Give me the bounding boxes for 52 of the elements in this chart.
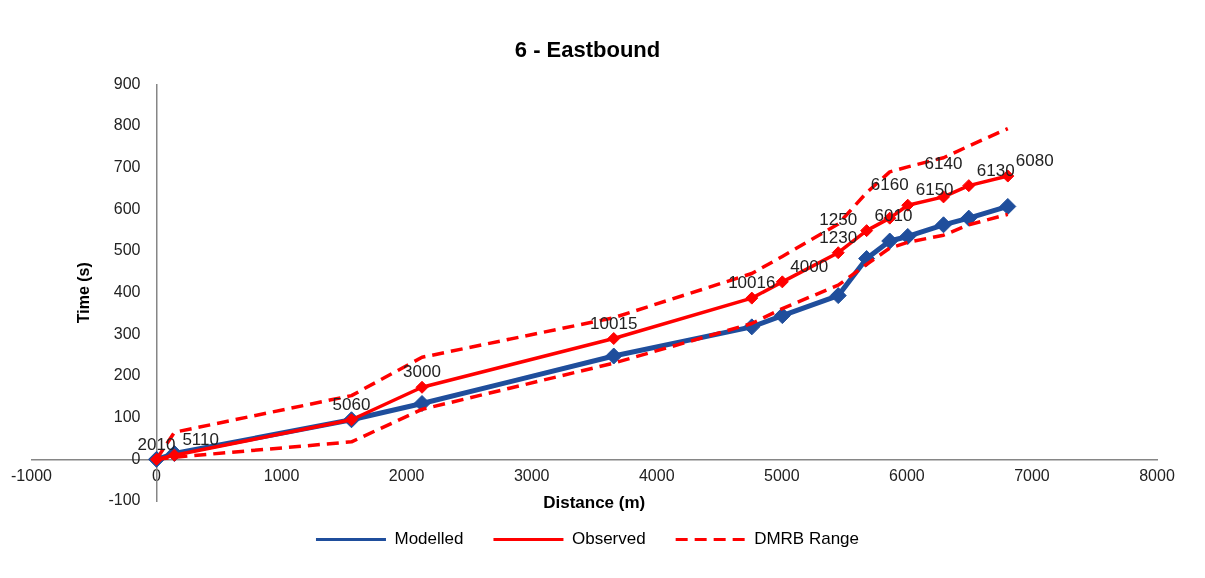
point	[745, 291, 759, 305]
x-axis-title: Distance (m)	[543, 493, 646, 513]
x-tick-label: 3000	[513, 467, 550, 485]
annotation: 6140	[924, 154, 963, 174]
y-tick-label: 700	[113, 158, 141, 176]
x-tick-label: 8000	[1139, 467, 1175, 485]
y-tick-label: 900	[113, 74, 141, 92]
point	[962, 179, 976, 193]
y-tick-label: 300	[113, 324, 141, 342]
x-tick-label: 2000	[388, 467, 425, 485]
annotation: 6080	[1015, 151, 1054, 171]
y-tick-label: 400	[113, 283, 141, 301]
point	[831, 246, 845, 260]
y-tick-label: 500	[113, 241, 141, 259]
y-tick-label: 0	[131, 449, 141, 467]
point	[881, 232, 899, 250]
x-tick-label: 6000	[889, 467, 925, 485]
point	[829, 287, 847, 305]
y-axis-title: Time (s)	[74, 262, 92, 324]
annotation: 6160	[870, 175, 909, 195]
point	[960, 209, 978, 227]
annotation: 6130	[976, 160, 1015, 180]
x-tick-label: 5000	[764, 467, 800, 485]
legend-label: Observed	[571, 529, 646, 549]
point	[899, 227, 917, 245]
annotation: 3000	[403, 362, 441, 382]
legend-label: DMRB Range	[754, 529, 860, 549]
chart-title: 6 - Eastbound	[514, 37, 661, 63]
annotation: 6150	[915, 180, 954, 200]
point	[775, 275, 789, 289]
point	[773, 307, 791, 325]
point	[860, 224, 874, 238]
legend-label: Modelled	[394, 529, 464, 549]
y-tick-label: 600	[113, 199, 141, 217]
annotation: 10016	[728, 273, 776, 293]
x-tick-label: -1000	[11, 467, 53, 485]
y-tick-label: 200	[113, 366, 141, 384]
point	[999, 197, 1017, 215]
y-tick-label: 100	[113, 408, 141, 426]
annotation: 5110	[182, 430, 219, 450]
x-tick-label: 4000	[638, 467, 675, 485]
annotation: 5060	[332, 394, 371, 414]
x-tick-label: 1000	[263, 467, 300, 485]
y-tick-label: -100	[108, 491, 141, 509]
point	[415, 380, 429, 394]
point	[607, 332, 621, 346]
annotation: 10015	[590, 313, 638, 333]
annotation: 1250	[819, 209, 858, 229]
point	[935, 216, 953, 234]
x-tick-label: 7000	[1014, 467, 1050, 485]
point	[605, 347, 623, 365]
y-tick-label: 800	[113, 116, 141, 134]
